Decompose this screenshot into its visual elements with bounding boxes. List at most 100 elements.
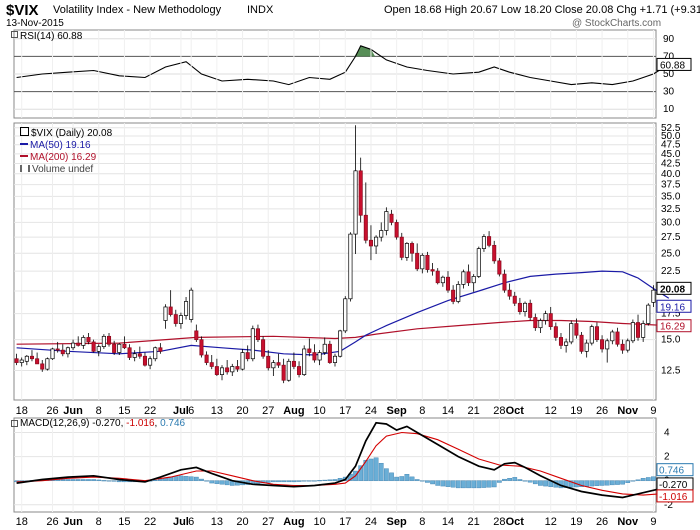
candle [543, 310, 548, 325]
x-tick-label-bottom: 21 [468, 516, 480, 528]
macd-label: MACD(12,26,9) -0.270, -1.016, 0.746 [20, 418, 185, 429]
rsi-tick-label: 50 [663, 69, 675, 80]
candle-body-down [158, 347, 163, 352]
candle-body-up [523, 302, 528, 313]
candle [553, 322, 558, 341]
macd-histogram-bar [152, 479, 158, 481]
candle [435, 268, 440, 285]
ma50-line [16, 270, 670, 356]
candle-body-down [445, 276, 451, 291]
macd-histogram-bar [378, 462, 384, 481]
candle [507, 283, 512, 300]
candle [641, 320, 646, 342]
candle [96, 344, 101, 357]
candle-body-down [127, 347, 132, 358]
candle [148, 356, 153, 370]
macd-histogram-bar [389, 472, 394, 481]
candle [189, 287, 194, 323]
candle-body-up [153, 347, 158, 360]
price-tick-label: 27.5 [661, 232, 681, 243]
macd-histogram-bar [425, 480, 430, 483]
macd-label-sep: , [154, 418, 161, 429]
candle [410, 241, 415, 262]
candle [630, 319, 635, 344]
candle-body-up [374, 236, 379, 247]
candle-body-down [389, 213, 394, 223]
candle [343, 296, 348, 334]
candle-body-down [435, 270, 440, 284]
candle-body-up [481, 236, 486, 249]
candle-body-down [615, 331, 620, 345]
candle [528, 299, 533, 321]
price-value-box [656, 299, 692, 313]
candle [281, 358, 286, 384]
price-tick-label: 50.0 [661, 131, 681, 142]
candle-body-down [312, 352, 317, 361]
price-tick-label: 22.5 [661, 266, 681, 277]
candle-body-down [327, 343, 332, 363]
candle-body-up [117, 343, 122, 353]
candle [481, 234, 486, 252]
candle-body-down [553, 326, 558, 338]
x-tick-label: 20 [236, 405, 248, 417]
price-value-box [656, 281, 692, 295]
price-value-label: 16.29 [660, 322, 685, 333]
macd-histogram-bar [486, 480, 492, 488]
candle [214, 358, 219, 377]
macd-label-hist: 0.746 [160, 418, 186, 429]
candle [286, 358, 291, 382]
candle-body-down [173, 314, 178, 324]
candle-body-up [353, 170, 358, 235]
candle [363, 182, 368, 244]
macd-histogram-bar [481, 480, 487, 488]
candle-body-down [548, 313, 553, 328]
candle-body-up [379, 230, 384, 238]
x-tick-label-bottom: 9 [650, 516, 656, 528]
candle [358, 157, 363, 223]
candle-body-up [101, 335, 106, 347]
candle-body-down [430, 269, 435, 272]
candle-body-down [76, 342, 81, 346]
candle [589, 324, 594, 346]
candle-body-down [399, 236, 404, 258]
rsi-tick-label: 90 [663, 34, 675, 45]
x-tick-label: 21 [468, 405, 480, 417]
candle-body-down [235, 366, 240, 370]
x-tick-label: Oct [506, 405, 525, 417]
macd-value-box [656, 489, 694, 503]
candle-body-down [620, 343, 625, 351]
macd-histogram-bar [281, 480, 286, 483]
candle [60, 344, 65, 357]
candle [255, 324, 260, 342]
candle [219, 365, 225, 381]
candle-body-up [65, 347, 70, 355]
macd-histogram-bar [599, 480, 605, 486]
x-tick-label-bottom: 17 [339, 516, 351, 528]
candle-body-down [394, 222, 399, 238]
candle [317, 350, 322, 366]
candle [235, 360, 240, 372]
candle-body-down [168, 306, 173, 315]
candle-body-up [271, 362, 276, 369]
rsi-panel: 90 70 50 30 10 60.88 [13, 29, 692, 119]
candle [456, 281, 461, 304]
macd-histogram-bar [522, 480, 528, 482]
candle [106, 333, 112, 347]
candle-body-up [384, 211, 389, 231]
macd-histogram-bar [640, 478, 646, 481]
x-tick-label-bottom: Aug [283, 516, 304, 528]
macd-histogram-bar [209, 480, 215, 484]
candle [86, 333, 91, 345]
candlestick-icon [20, 127, 29, 136]
x-tick-label-bottom: 22 [144, 516, 156, 528]
candle [487, 231, 492, 248]
macd-histogram-bar [91, 479, 96, 481]
x-tick-label: 19 [570, 405, 582, 417]
candle [548, 306, 553, 330]
price-tick-label: 25.0 [661, 248, 681, 259]
candle [245, 345, 250, 362]
candle-body-up [476, 248, 481, 277]
macd-histogram-bar [579, 480, 584, 487]
macd-histogram-bar [507, 478, 512, 481]
